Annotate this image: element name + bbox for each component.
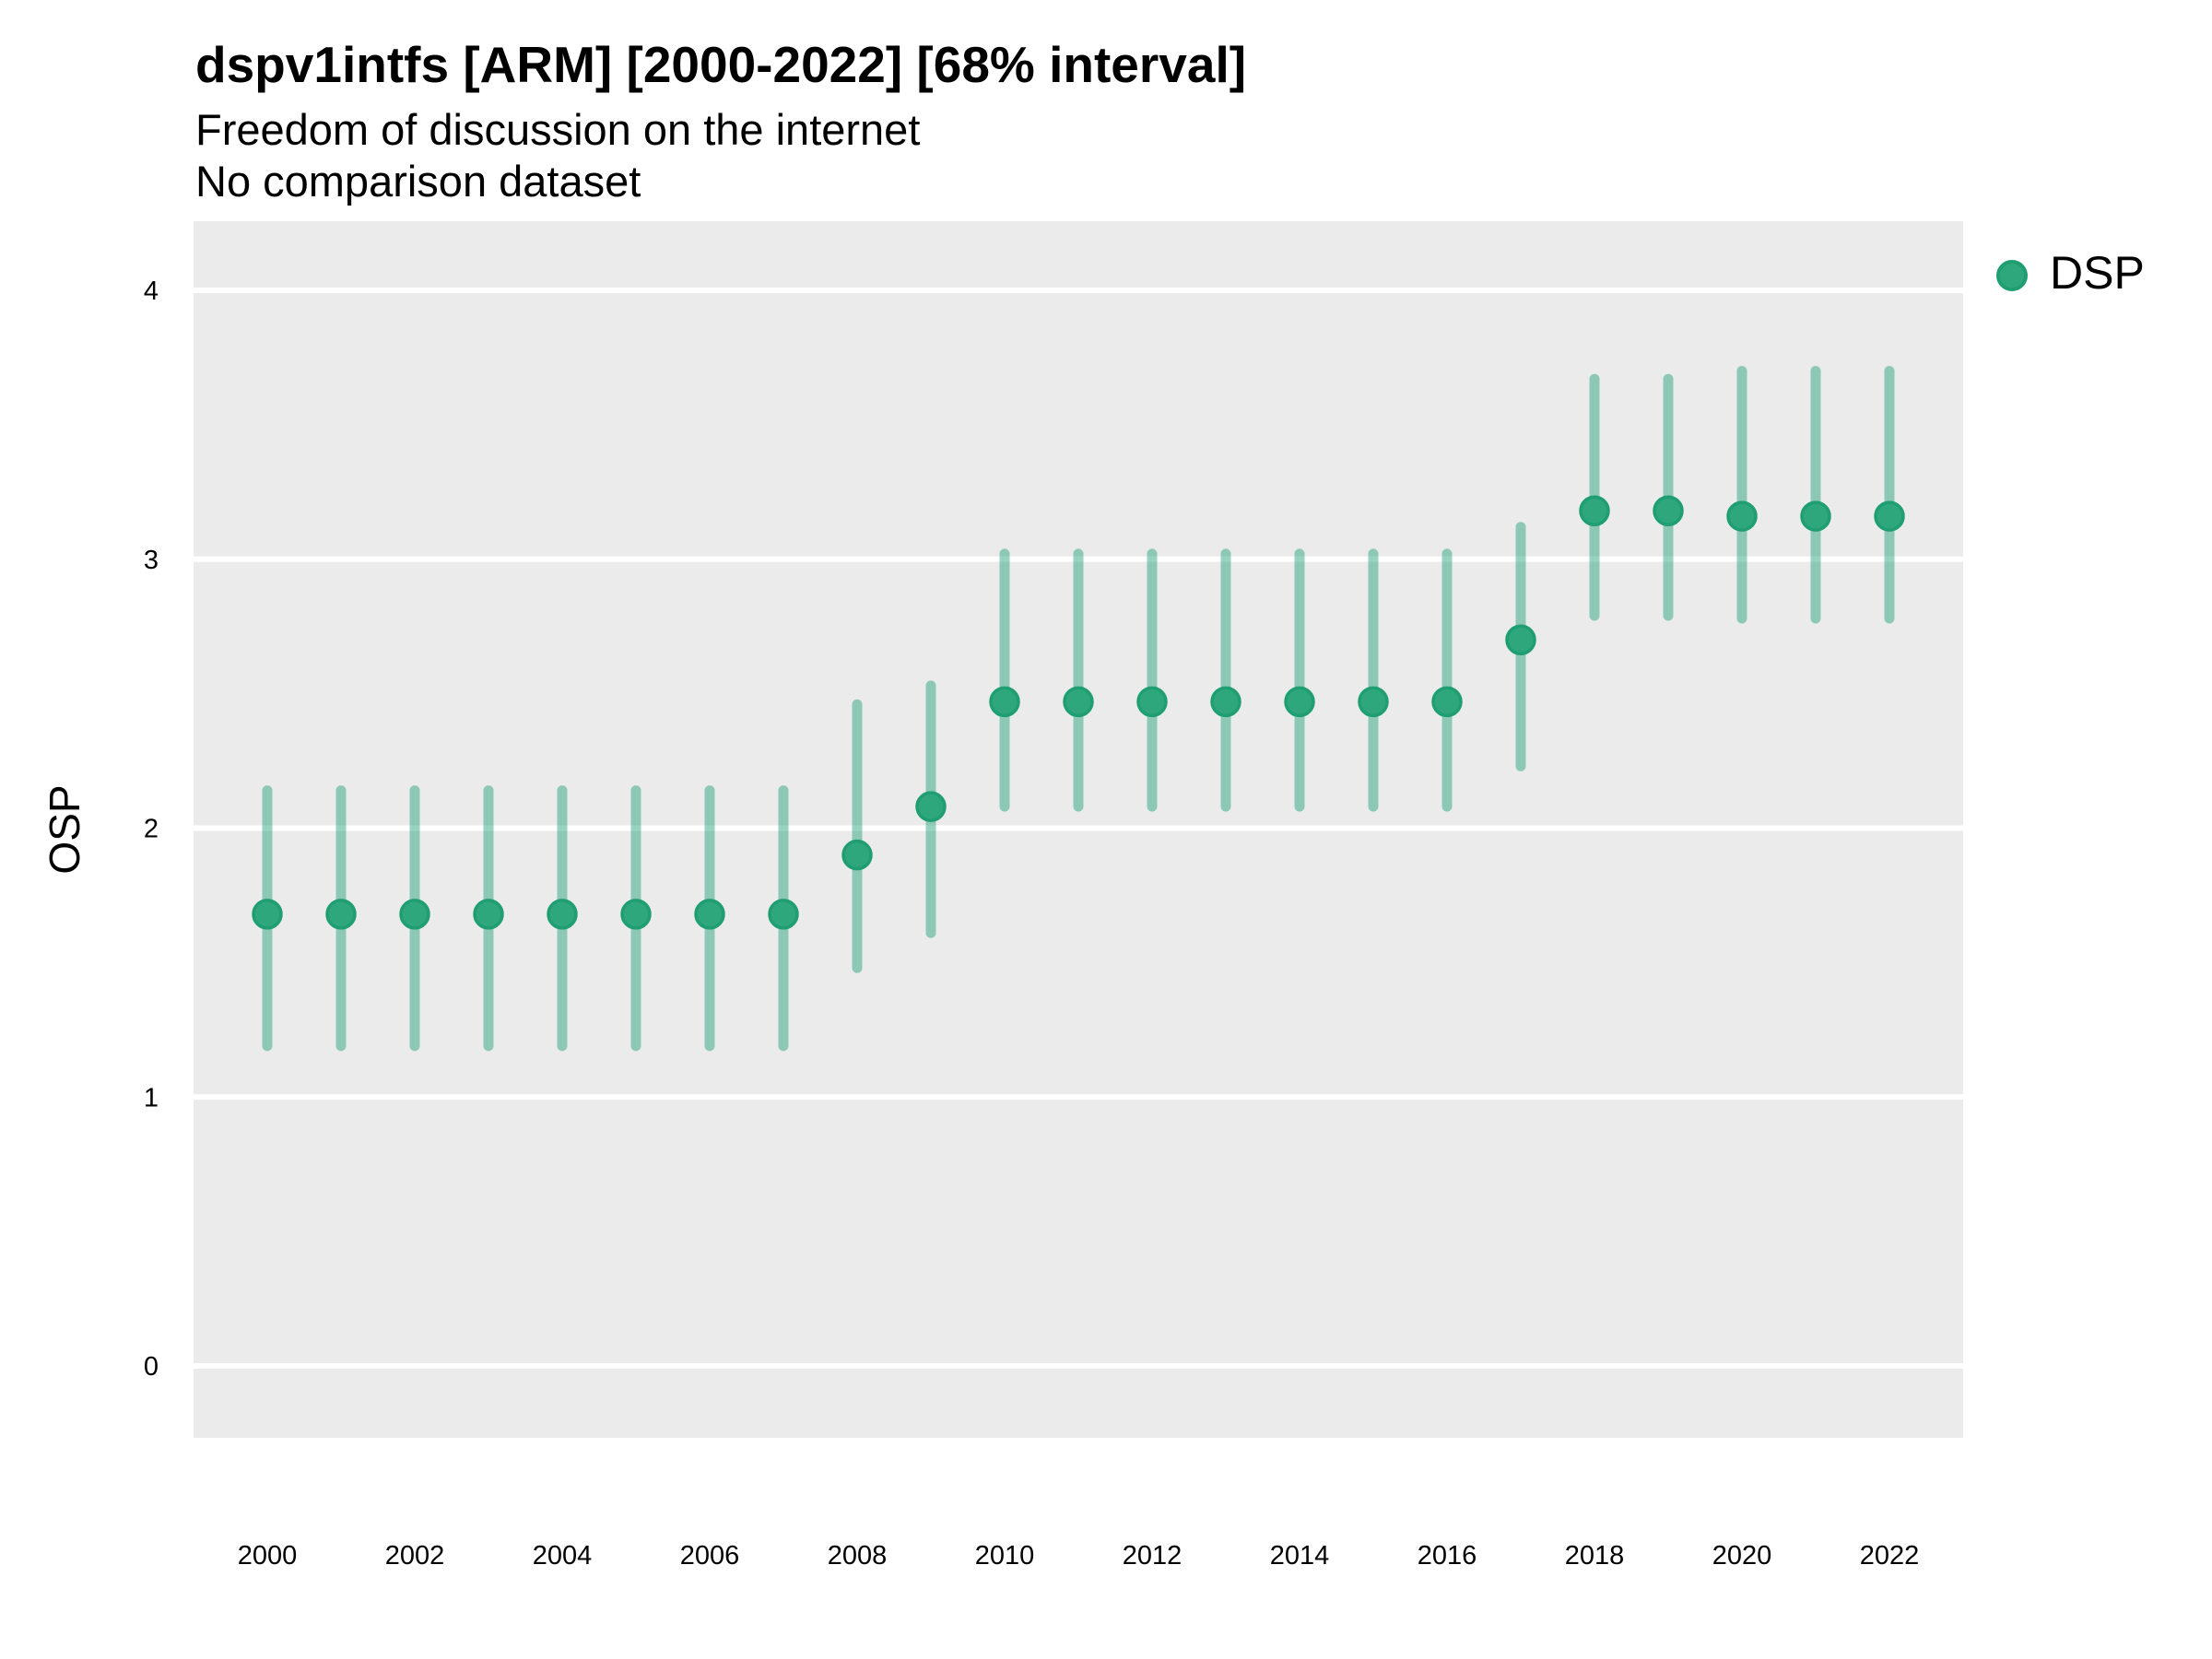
data-point-2022: [1874, 500, 1905, 532]
data-point-2018: [1579, 495, 1610, 526]
y-tick-label: 1: [144, 1083, 159, 1112]
data-point-2019: [1653, 495, 1684, 526]
x-tick-label: 2022: [1860, 1541, 1920, 1571]
x-tick-label: 2000: [238, 1541, 298, 1571]
chart-subtitle-line2: No comparison dataset: [195, 157, 641, 206]
y-tick-label: 3: [144, 546, 159, 575]
data-point-2011: [1063, 686, 1094, 718]
x-tick-label: 2002: [385, 1541, 445, 1571]
data-point-2007: [768, 899, 799, 930]
legend-label: DSP: [2050, 247, 2145, 299]
data-point-2013: [1210, 686, 1241, 718]
x-tick-label: 2010: [975, 1541, 1035, 1571]
x-tick-label: 2012: [1123, 1541, 1182, 1571]
data-point-2021: [1800, 500, 1831, 532]
legend: DSP: [1982, 247, 2212, 304]
chart-title: dspv1intfs [ARM] [2000-2022] [68% interv…: [195, 36, 1247, 93]
x-tick-label: 2020: [1712, 1541, 1772, 1571]
data-point-2009: [915, 791, 947, 822]
y-tick-label: 2: [144, 815, 159, 844]
x-tick-label: 2014: [1270, 1541, 1330, 1571]
data-point-2000: [252, 899, 283, 930]
chart-subtitle-line1: Freedom of discussion on the internet: [195, 105, 921, 154]
data-point-2004: [547, 899, 578, 930]
data-point-2002: [399, 899, 430, 930]
data-point-2020: [1726, 500, 1758, 532]
data-point-2005: [620, 899, 652, 930]
y-tick-label: 4: [144, 276, 159, 306]
data-point-2012: [1136, 686, 1168, 718]
x-tick-label: 2018: [1565, 1541, 1625, 1571]
legend-dot-icon: [1996, 260, 2028, 291]
y-tick-label: 0: [144, 1352, 159, 1382]
data-point-2006: [694, 899, 725, 930]
data-point-2015: [1358, 686, 1389, 718]
data-point-2016: [1431, 686, 1463, 718]
data-point-2001: [325, 899, 357, 930]
data-point-2010: [989, 686, 1020, 718]
x-tick-label: 2016: [1418, 1541, 1477, 1571]
data-point-2017: [1505, 624, 1536, 656]
data-point-2014: [1284, 686, 1315, 718]
data-point-2003: [473, 899, 504, 930]
x-tick-label: 2008: [828, 1541, 888, 1571]
data-point-2008: [841, 839, 873, 871]
x-tick-label: 2006: [680, 1541, 740, 1571]
x-tick-label: 2004: [533, 1541, 593, 1571]
